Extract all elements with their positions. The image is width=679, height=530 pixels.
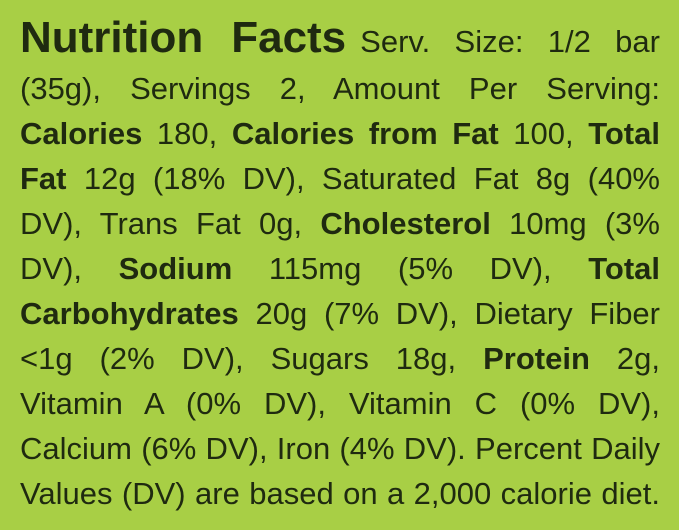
text: 20g (7% DV), Dietary Fiber bbox=[255, 296, 660, 331]
bold-text: Total bbox=[588, 116, 660, 151]
text: 10mg (3% bbox=[509, 206, 660, 241]
bold-text: Fat bbox=[20, 161, 67, 196]
text: 12g (18% DV), Saturated Fat 8g (40% bbox=[83, 161, 660, 196]
text-line: DV), Sodium 115mg (5% DV), Total bbox=[20, 246, 660, 291]
title: Nutrition Facts bbox=[20, 13, 347, 62]
text-line: (35g), Servings 2, Amount Per Serving: bbox=[20, 66, 660, 111]
text: <1g (2% DV), Sugars 18g, bbox=[20, 341, 457, 376]
bold-text: Cholesterol bbox=[320, 206, 491, 241]
text: 115mg (5% DV), bbox=[268, 251, 552, 286]
text: DV), Trans Fat 0g, bbox=[20, 206, 303, 241]
text: (35g), Servings 2, Amount Per Serving: bbox=[20, 71, 660, 106]
text-line: <1g (2% DV), Sugars 18g, Protein 2g, bbox=[20, 336, 660, 381]
text: DV), bbox=[20, 251, 82, 286]
bold-text: Sodium bbox=[118, 251, 233, 286]
bold-text: Calories from Fat bbox=[231, 116, 499, 151]
text-line: Calcium (6% DV), Iron (4% DV). Percent D… bbox=[20, 426, 660, 471]
bold-text: Protein bbox=[483, 341, 590, 376]
nutrition-label: Nutrition Facts Serv. Size: 1/2 bar (35g),… bbox=[20, 10, 660, 516]
text: Vitamin A (0% DV), Vitamin C (0% DV), bbox=[20, 386, 660, 421]
text: 180, bbox=[156, 116, 218, 151]
bold-text: Carbohydrates bbox=[20, 296, 239, 331]
text-line: Nutrition Facts Serv. Size: 1/2 bar bbox=[20, 10, 660, 66]
text-line: Values (DV) are based on a 2,000 calorie… bbox=[20, 471, 660, 516]
text: Values (DV) are based on a 2,000 calorie… bbox=[20, 476, 660, 511]
text-line: Vitamin A (0% DV), Vitamin C (0% DV), bbox=[20, 381, 660, 426]
text-line: Calories 180, Calories from Fat 100, Tot… bbox=[20, 111, 660, 156]
bold-text: Total bbox=[588, 251, 660, 286]
text: Serv. Size: 1/2 bar bbox=[360, 24, 660, 59]
text: 100, bbox=[513, 116, 574, 151]
text: 2g, bbox=[616, 341, 660, 376]
text-line: DV), Trans Fat 0g, Cholesterol 10mg (3% bbox=[20, 201, 660, 246]
text: Calcium (6% DV), Iron (4% DV). Percent D… bbox=[20, 431, 660, 466]
text-line: Carbohydrates 20g (7% DV), Dietary Fiber bbox=[20, 291, 660, 336]
bold-text: Calories bbox=[20, 116, 143, 151]
text-line: Fat 12g (18% DV), Saturated Fat 8g (40% bbox=[20, 156, 660, 201]
